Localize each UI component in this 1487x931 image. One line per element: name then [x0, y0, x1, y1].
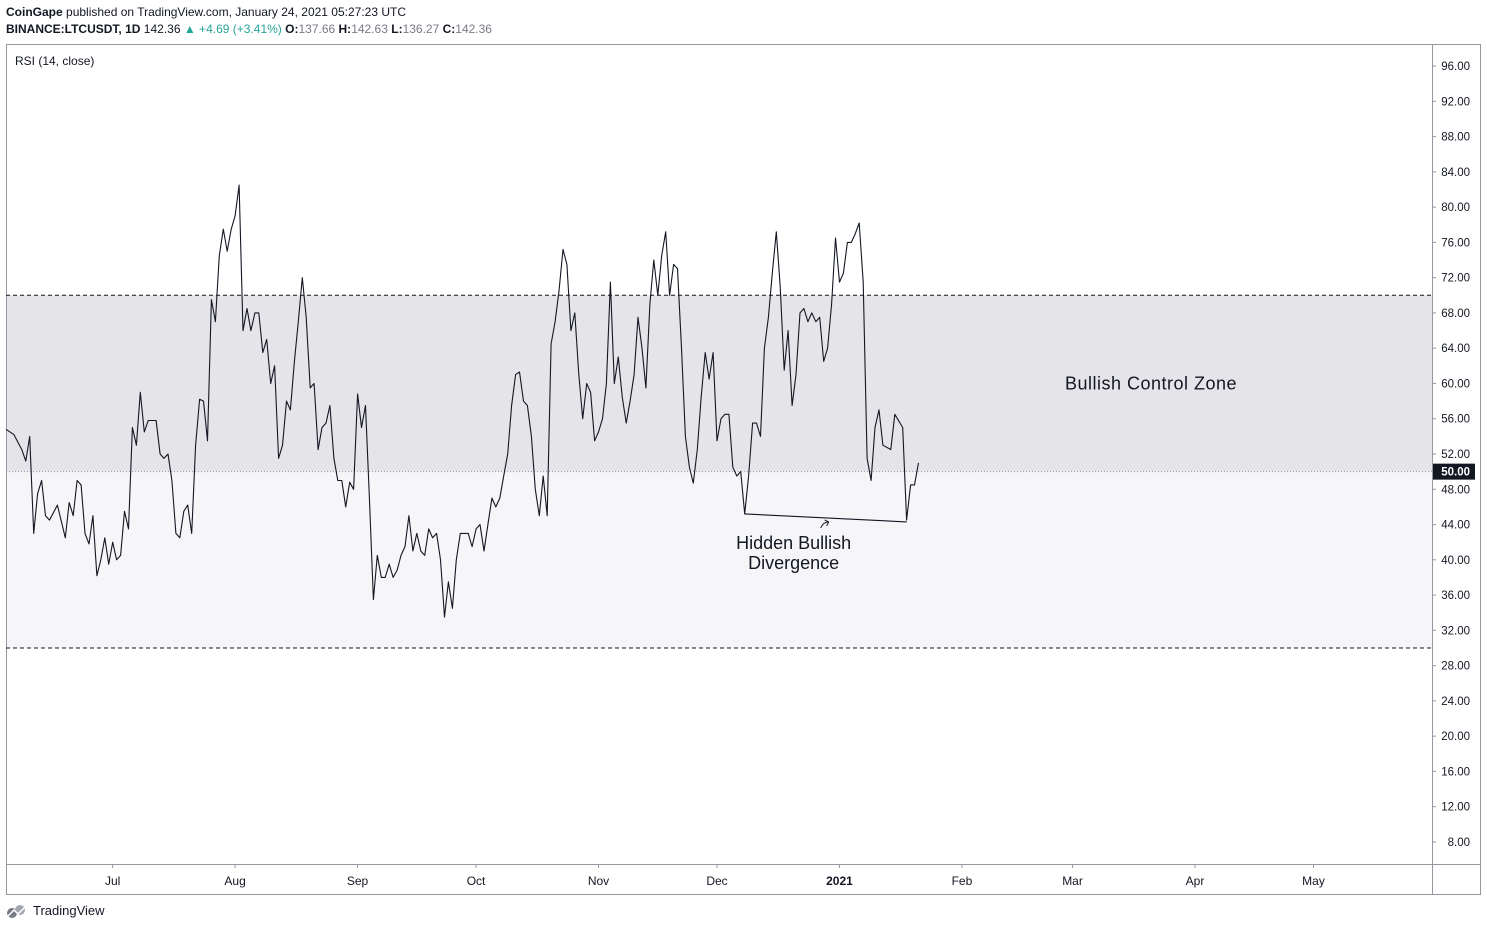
y-tick-label: 96.00 — [1441, 61, 1470, 73]
divergence-trendline — [744, 513, 907, 523]
y-tick-label: 84.00 — [1441, 167, 1470, 179]
divergence-label: Hidden Bullish — [736, 533, 851, 553]
x-tick-label: Feb — [952, 874, 973, 888]
series-layer — [5, 184, 920, 618]
x-tick-label: Aug — [224, 874, 245, 888]
y-tick-label: 40.00 — [1441, 555, 1470, 567]
y-tick-label: 60.00 — [1441, 378, 1470, 390]
published-text: published on TradingView.com, January 24… — [66, 5, 407, 19]
levels-layer — [6, 294, 1432, 649]
y-tick-label: 52.00 — [1441, 449, 1470, 461]
x-tick-label: May — [1302, 874, 1325, 888]
footer: TradingView — [6, 903, 105, 918]
x-tick-label: Apr — [1186, 874, 1205, 888]
x-tick-label: Nov — [588, 874, 609, 888]
y-tick-label: 92.00 — [1441, 96, 1470, 108]
high-value: 142.63 — [351, 22, 388, 36]
y-tick-label: 8.00 — [1448, 837, 1470, 849]
divergence-label: Divergence — [748, 553, 839, 573]
low-value: 136.27 — [402, 22, 440, 36]
y-tick-label: 44.00 — [1441, 520, 1470, 532]
zones-layer: Bullish Control Zone — [7, 295, 1432, 648]
annotation-arrow-icon — [820, 519, 830, 529]
x-tick-label: Oct — [467, 874, 486, 888]
x-tick-label: Sep — [347, 874, 369, 888]
x-tick-label: Jul — [105, 874, 120, 888]
y-tick-label: 28.00 — [1441, 661, 1470, 673]
y-tick-label: 24.00 — [1441, 696, 1470, 708]
y-tick-label: 88.00 — [1441, 132, 1470, 144]
y-tick-label: 80.00 — [1441, 202, 1470, 214]
close-label: C: — [442, 22, 456, 36]
price-change: ▲ +4.69 (+3.41%) — [183, 22, 282, 36]
y-tick-label: 48.00 — [1441, 484, 1470, 496]
current-value-label: 50.00 — [1441, 467, 1470, 479]
price-axis: 96.00 92.00 88.00 84.00 80.00 76.00 72.00 68.00… — [1432, 61, 1475, 849]
x-tick-label: Dec — [706, 874, 727, 888]
y-tick-label: 72.00 — [1441, 273, 1470, 285]
close-value: 142.36 — [455, 22, 492, 36]
y-tick-label: 16.00 — [1441, 766, 1470, 778]
current-value-tag — [1433, 463, 1475, 480]
high-label: H: — [338, 22, 352, 36]
y-tick-label: 64.00 — [1441, 343, 1470, 355]
y-tick-label: 68.00 — [1441, 308, 1470, 320]
time-axis: Jul Aug Sep Oct Nov Dec 2021 Feb Mar Apr May — [105, 864, 1325, 888]
y-tick-label: 36.00 — [1441, 590, 1470, 602]
x-tick-label: Mar — [1062, 874, 1083, 888]
symbol-info: BINANCE:LTCUSDT, 1D 142.36 ▲ +4.69 (+3.4… — [6, 22, 492, 36]
y-tick-label: 12.00 — [1441, 802, 1470, 814]
publisher-name: CoinGape — [6, 5, 63, 19]
y-tick-label: 32.00 — [1441, 625, 1470, 637]
open-label: O: — [285, 22, 299, 36]
y-tick-label: 56.00 — [1441, 414, 1470, 426]
low-label: L: — [391, 22, 403, 36]
last-price: 142.36 — [143, 22, 181, 36]
zone-label: Bullish Control Zone — [1065, 373, 1237, 393]
rsi-line — [5, 184, 920, 618]
x-tick-label: 2021 — [826, 874, 853, 888]
publish-info: CoinGape published on TradingView.com, J… — [6, 5, 406, 19]
y-tick-label: 20.00 — [1441, 731, 1470, 743]
y-tick-label: 76.00 — [1441, 237, 1470, 249]
tradingview-logo-icon — [6, 904, 27, 918]
zone-band — [7, 471, 1432, 648]
symbol-name: BINANCE:LTCUSDT, 1D — [6, 22, 141, 36]
chart-frame — [6, 44, 1481, 895]
indicator-label: RSI (14, close) — [15, 54, 94, 68]
footer-brand: TradingView — [33, 903, 105, 918]
open-value: 137.66 — [298, 22, 336, 36]
